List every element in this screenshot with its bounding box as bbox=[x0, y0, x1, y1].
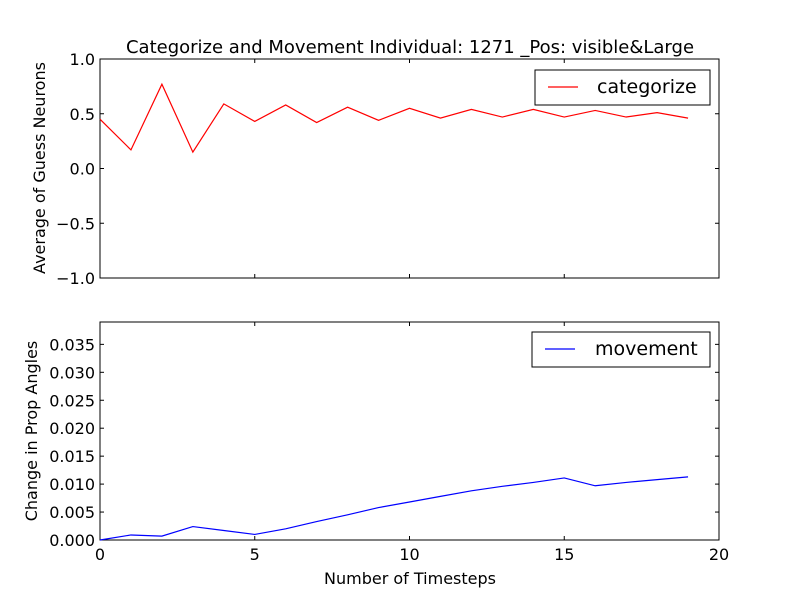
bottom-y-tick-label: 0.025 bbox=[49, 391, 95, 410]
bottom-axis-ticks: 0 5 10 15 20 0.000 0.005 0.010 0.015 0.020 0.025 0.… bbox=[49, 322, 729, 564]
bottom-y-tick-label: 0.010 bbox=[49, 475, 95, 494]
top-y-tick-label: 0.5 bbox=[70, 105, 95, 124]
top-legend-box bbox=[534, 69, 711, 106]
bottom-panel-movement: 0 5 10 15 20 0.000 0.005 0.010 0.015 0.020 0.025 0.… bbox=[22, 321, 729, 588]
bottom-y-tick-label: 0.030 bbox=[49, 363, 95, 382]
bottom-x-tick-label: 15 bbox=[554, 545, 574, 564]
bottom-y-tick-label: 0.020 bbox=[49, 419, 95, 438]
top-y-tick-label: 0.0 bbox=[70, 160, 95, 179]
bottom-y-tick-label: 0.005 bbox=[49, 503, 95, 522]
bottom-legend-label: movement bbox=[595, 338, 698, 360]
bottom-series-group bbox=[99, 476, 689, 541]
top-axis-ticks: −1.0 −0.5 0.0 0.5 1.0 bbox=[56, 50, 720, 288]
bottom-y-tick-label: 0.000 bbox=[49, 531, 95, 550]
top-legend-label: categorize bbox=[597, 76, 697, 98]
bottom-y-axis-label: Change in Prop Angles bbox=[22, 341, 41, 522]
bottom-x-tick-label: 20 bbox=[709, 545, 729, 564]
bottom-x-tick-label: 10 bbox=[399, 545, 419, 564]
top-panel-categorize: −1.0 −0.5 0.0 0.5 1.0 Average of Guess Neuro… bbox=[30, 50, 720, 288]
top-series-group bbox=[99, 82, 689, 154]
top-series-line-categorize bbox=[99, 82, 689, 154]
bottom-y-tick-label: 0.035 bbox=[49, 335, 95, 354]
top-y-axis-label: Average of Guess Neurons bbox=[30, 62, 49, 274]
top-legend: categorize bbox=[534, 69, 711, 106]
chart-title: Categorize and Movement Individual: 1271… bbox=[126, 37, 694, 58]
bottom-x-tick-label: 5 bbox=[250, 545, 260, 564]
bottom-series-line-movement bbox=[99, 476, 689, 541]
bottom-legend: movement bbox=[531, 331, 711, 368]
top-y-tick-label: −0.5 bbox=[56, 214, 95, 233]
bottom-y-tick-label: 0.015 bbox=[49, 447, 95, 466]
bottom-x-tick-label: 0 bbox=[95, 545, 105, 564]
top-y-tick-label: 1.0 bbox=[70, 50, 95, 69]
top-y-tick-label: −1.0 bbox=[56, 269, 95, 288]
bottom-x-axis-label: Number of Timesteps bbox=[324, 569, 496, 588]
